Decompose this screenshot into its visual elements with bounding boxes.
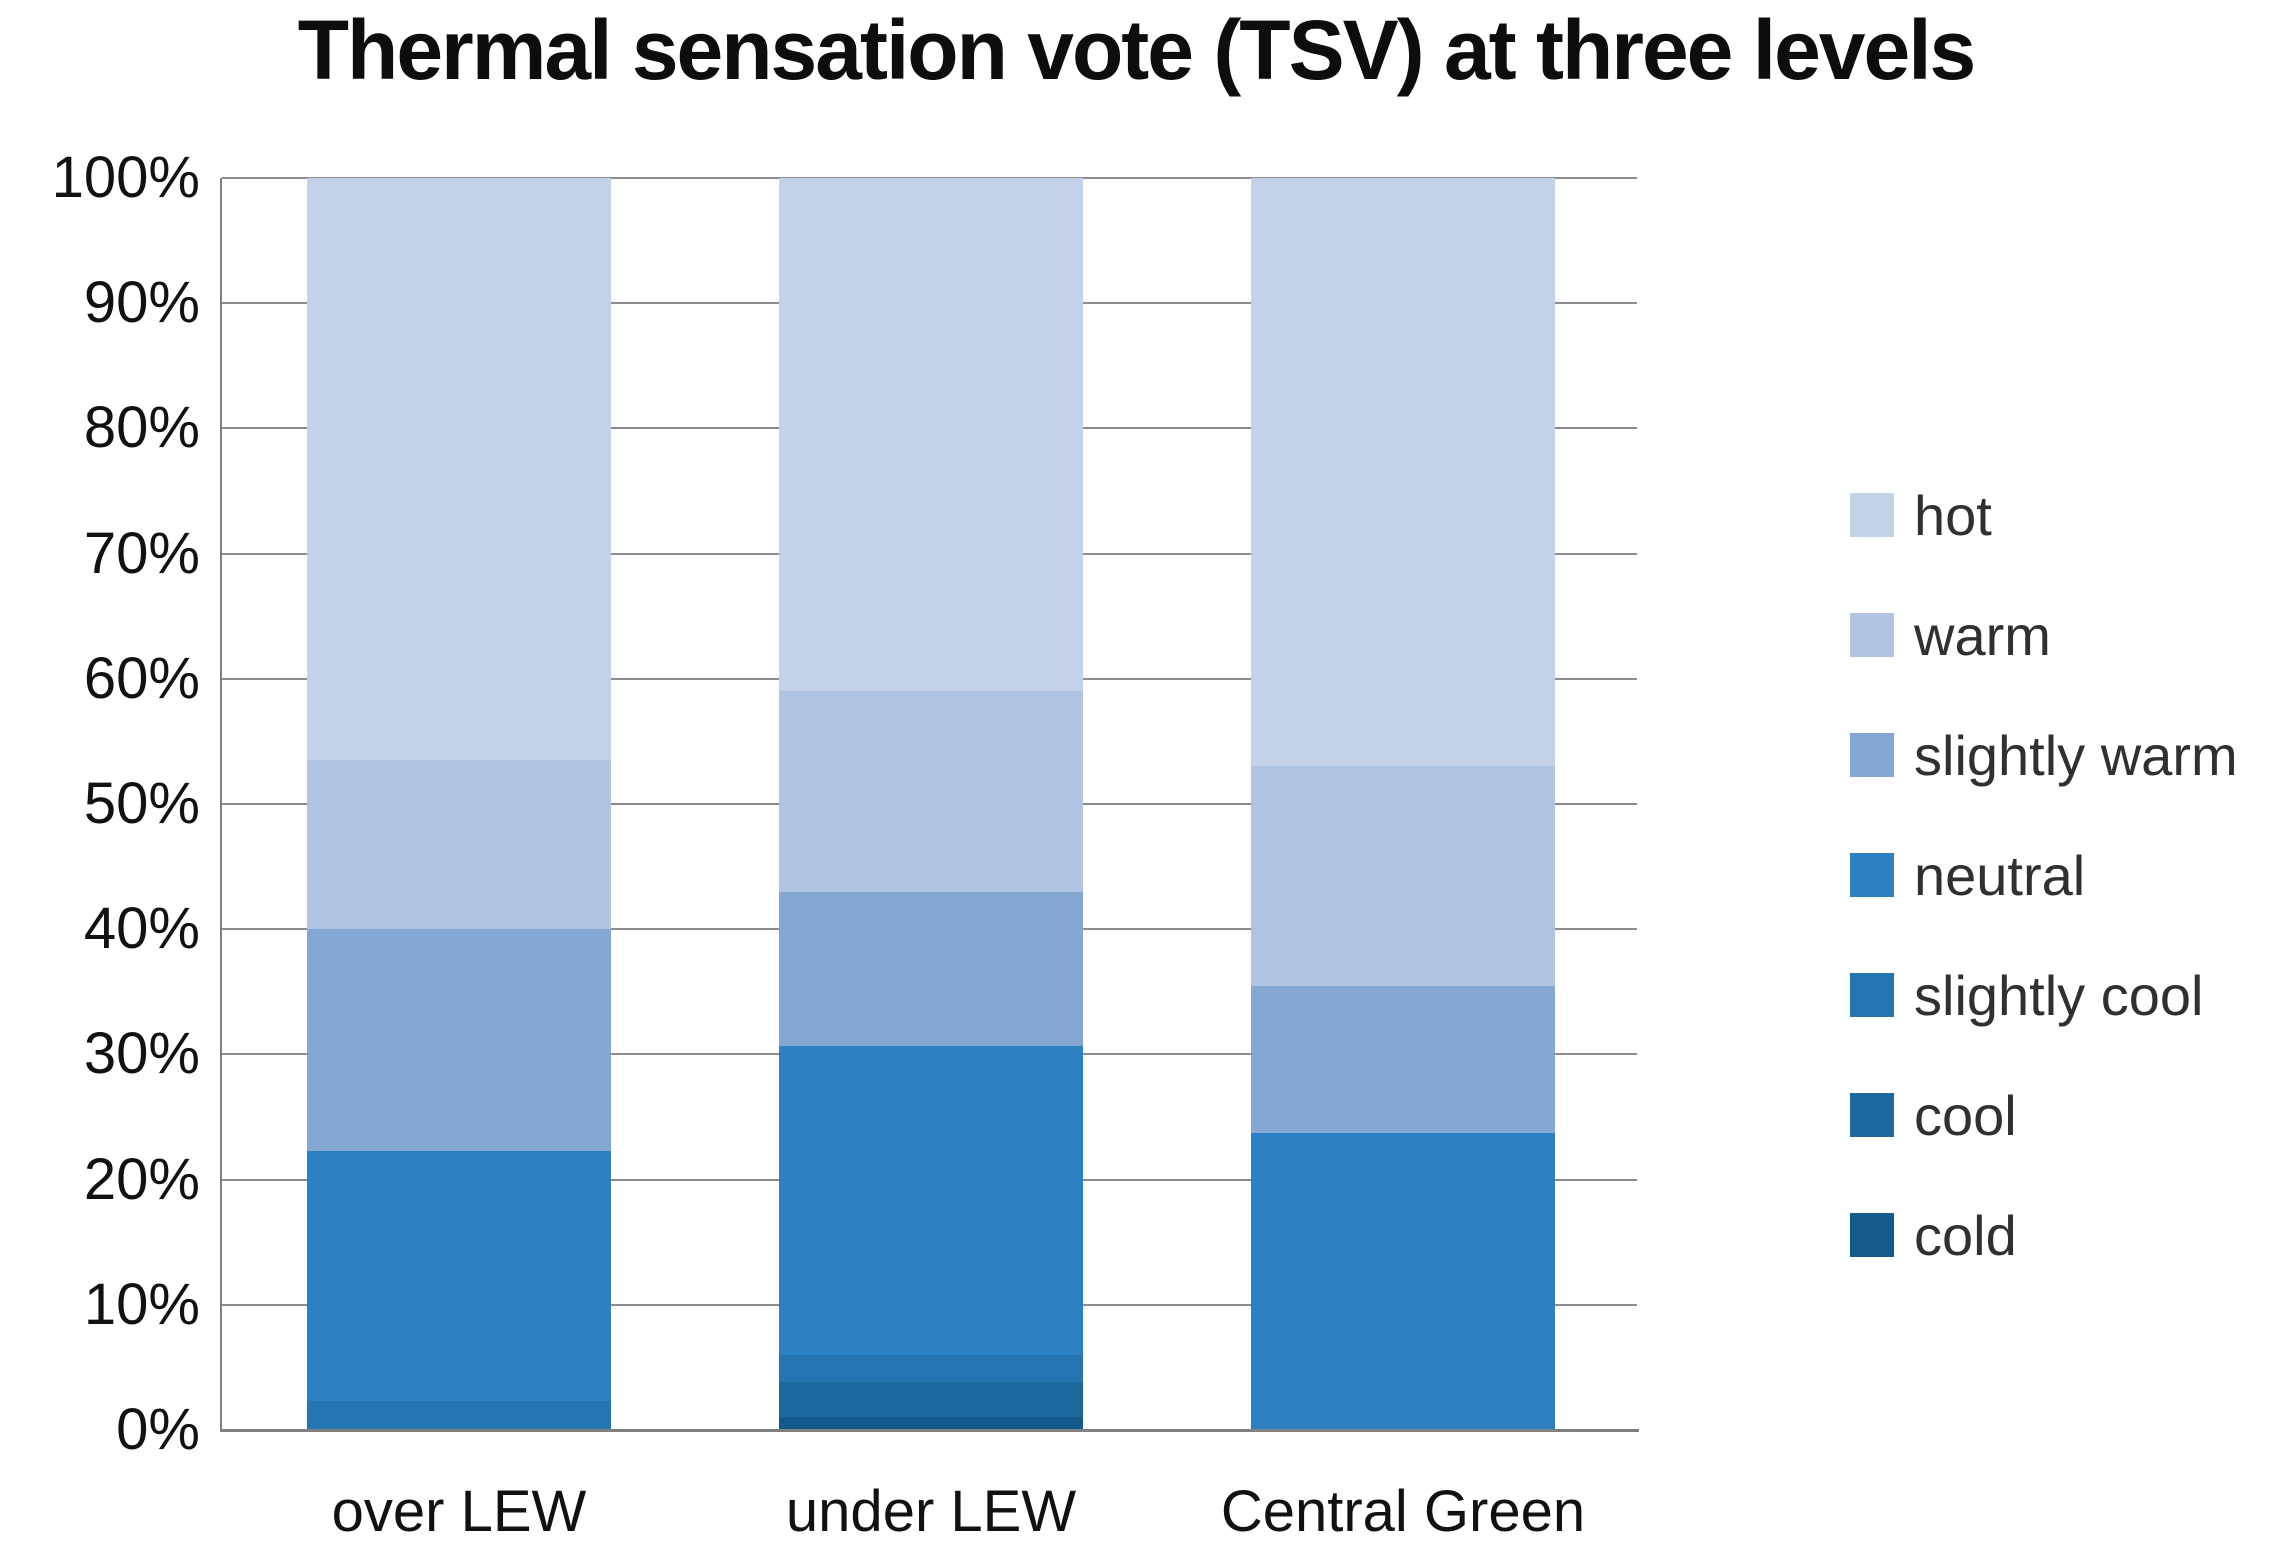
y-axis-tick-label: 70% — [83, 520, 200, 586]
bar-segment-slightly-warm — [307, 929, 611, 1151]
legend-item-cool: cool — [1850, 1055, 2238, 1175]
legend-item-slightly-warm: slightly warm — [1850, 695, 2238, 815]
legend-label: warm — [1914, 603, 2051, 667]
legend: hot warm slightly warm neutral slightly cool… — [1850, 455, 2238, 1295]
x-axis-category-label: Central Green — [1220, 1479, 1586, 1544]
bar-segment-slightly-cool — [307, 1401, 611, 1430]
legend-label: hot — [1914, 483, 1992, 547]
bar-segment-cool — [779, 1382, 1083, 1418]
legend-swatch-neutral — [1850, 853, 1894, 897]
legend-item-hot: hot — [1850, 455, 2238, 575]
chart-title: Thermal sensation vote (TSV) at three le… — [297, 3, 1977, 97]
stacked-bar-central-green — [1251, 178, 1555, 1430]
x-axis-line — [220, 1429, 1639, 1432]
legend-swatch-slightly-warm — [1850, 733, 1894, 777]
plot-area — [220, 177, 1639, 1432]
legend-swatch-cool — [1850, 1093, 1894, 1137]
y-axis-tick-label: 100% — [51, 145, 200, 210]
legend-swatch-hot — [1850, 493, 1894, 537]
x-axis-category-label: over LEW — [331, 1479, 587, 1544]
bar-segment-hot — [307, 178, 611, 761]
y-axis-tick-label: 10% — [83, 1271, 200, 1337]
legend-swatch-cold — [1850, 1213, 1894, 1257]
bar-segment-slightly-warm — [779, 891, 1083, 1046]
y-axis-tick-label: 0% — [116, 1397, 200, 1462]
legend-item-cold: cold — [1850, 1175, 2238, 1295]
legend-swatch-warm — [1850, 613, 1894, 657]
bar-segment-slightly-warm — [1251, 985, 1555, 1134]
legend-item-neutral: neutral — [1850, 815, 2238, 935]
y-axis-tick-label: 30% — [83, 1021, 200, 1087]
y-axis-tick-label: 20% — [83, 1146, 200, 1212]
bar-segment-neutral — [1251, 1133, 1555, 1430]
legend-label: cold — [1914, 1203, 2017, 1267]
bar-segment-neutral — [779, 1045, 1083, 1355]
y-axis-tick-label: 80% — [83, 395, 200, 461]
legend-label: cool — [1914, 1083, 2017, 1147]
bar-segment-hot — [1251, 178, 1555, 767]
x-axis-category-label: under LEW — [785, 1479, 1077, 1544]
bar-segment-neutral — [307, 1150, 611, 1402]
bar-segment-warm — [779, 691, 1083, 892]
stacked-bar-over-lew — [307, 178, 611, 1430]
legend-swatch-slightly-cool — [1850, 973, 1894, 1017]
legend-item-slightly-cool: slightly cool — [1850, 935, 2238, 1055]
legend-label: slightly warm — [1914, 723, 2238, 787]
legend-label: neutral — [1914, 843, 2086, 907]
legend-label: slightly cool — [1914, 963, 2204, 1027]
stacked-bar-under-lew — [779, 178, 1083, 1430]
bar-segment-slightly-cool — [779, 1354, 1083, 1383]
y-axis-tick-label: 90% — [83, 270, 200, 336]
legend-item-warm: warm — [1850, 575, 2238, 695]
bar-segment-cold — [779, 1417, 1083, 1430]
bar-segment-warm — [1251, 766, 1555, 986]
y-axis-tick-label: 60% — [83, 645, 200, 711]
bar-segment-warm — [307, 760, 611, 930]
bar-segment-hot — [779, 178, 1083, 692]
y-axis-tick-label: 40% — [83, 896, 200, 962]
y-axis-line — [220, 178, 222, 1432]
y-axis-tick-label: 50% — [83, 771, 200, 836]
